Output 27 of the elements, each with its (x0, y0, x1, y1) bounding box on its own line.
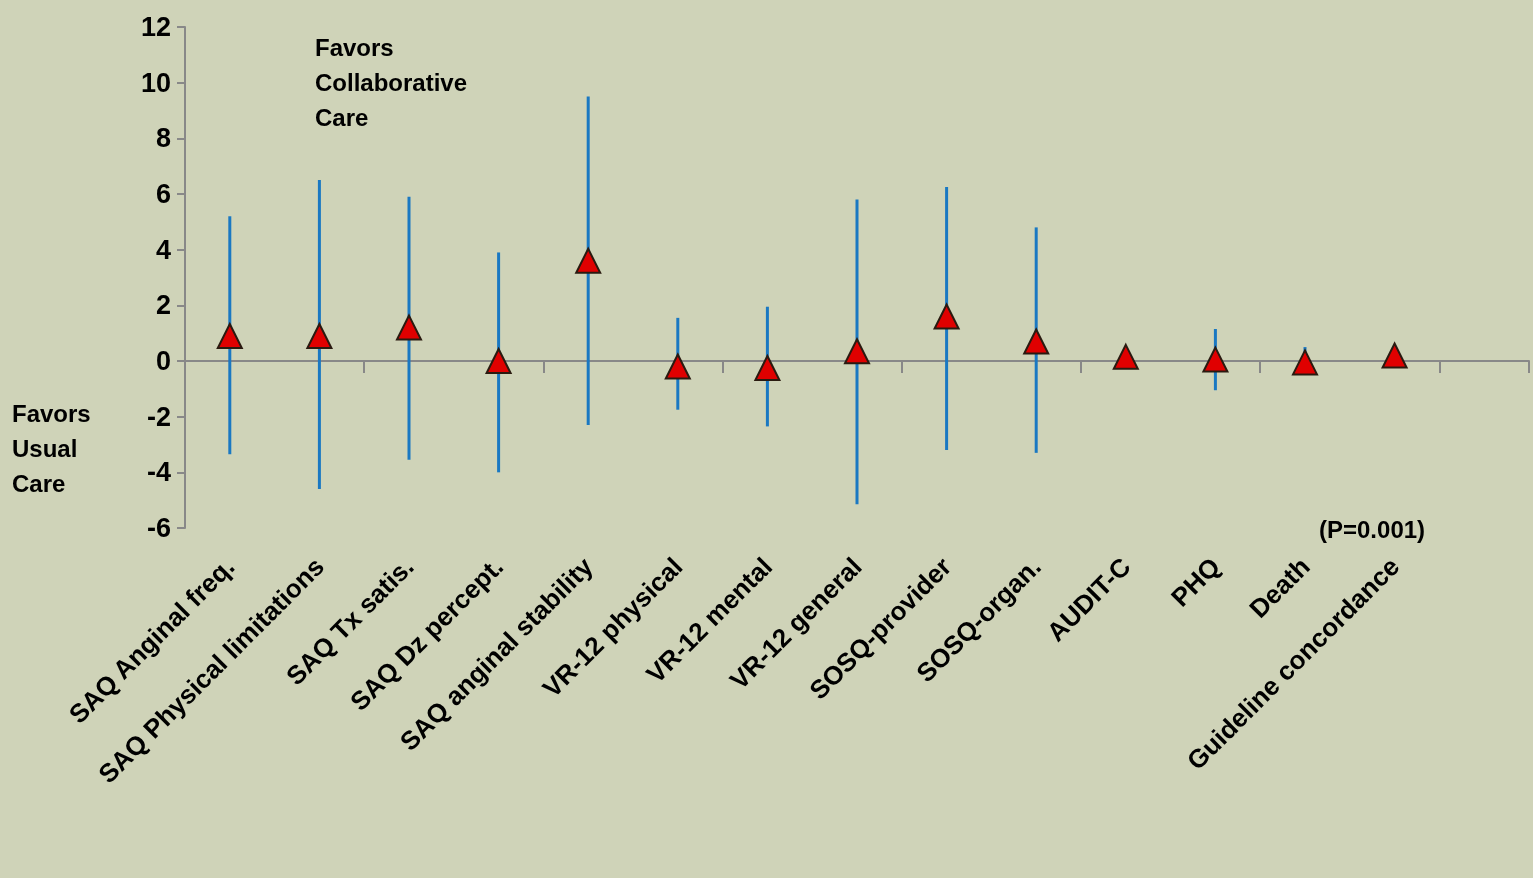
point (1202, 346, 1229, 373)
y-tick-label: -2 (146, 401, 171, 432)
annotation: (P=0.001) (1319, 516, 1426, 543)
y-tick-label: 10 (140, 67, 171, 98)
point (933, 303, 960, 330)
y-tick-label: 12 (140, 12, 171, 42)
point (1023, 328, 1050, 355)
y-tick-label: -6 (146, 513, 171, 543)
point (396, 314, 422, 341)
point (664, 353, 691, 380)
point (754, 354, 781, 381)
text: Favors Usual Care (12, 400, 98, 497)
y-tick-label: 8 (155, 123, 171, 154)
point (575, 247, 602, 274)
point (216, 322, 243, 349)
point (485, 348, 512, 374)
y-tick-label: 2 (155, 290, 171, 321)
point (306, 322, 333, 349)
annotation: Favors Collaborative Care (315, 34, 474, 131)
point (1292, 349, 1318, 376)
y-tick-label: 0 (155, 346, 171, 376)
point (1112, 343, 1139, 370)
point (844, 338, 870, 365)
y-tick-label: 4 (155, 234, 171, 265)
point (1381, 342, 1408, 369)
y-tick-label: 6 (155, 179, 171, 209)
y-tick-label: -4 (146, 457, 171, 488)
